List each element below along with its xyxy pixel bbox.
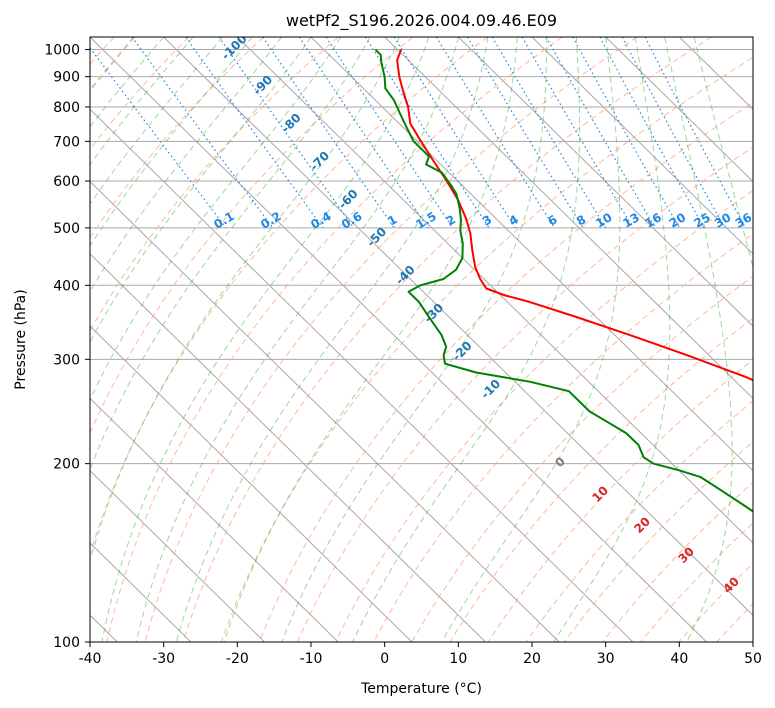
mixing-ratio-label: 36 bbox=[733, 210, 754, 230]
profile-series bbox=[374, 48, 753, 513]
isotherm-line bbox=[310, 37, 753, 472]
dry-adiabat-line bbox=[258, 102, 753, 642]
dry-adiabat-line bbox=[525, 400, 753, 642]
y-tick-label: 100 bbox=[53, 635, 80, 651]
x-tick-label: 30 bbox=[597, 651, 615, 667]
mixing-ratio-line bbox=[298, 37, 429, 229]
mixing-ratio-line bbox=[491, 37, 607, 229]
isotherm-line bbox=[90, 469, 265, 642]
mixing-ratio-line bbox=[435, 37, 556, 229]
moist-adiabat-line bbox=[441, 37, 621, 642]
moist-adiabat-line bbox=[101, 37, 430, 642]
chart-title: wetPf2_S196.2026.004.09.46.E09 bbox=[286, 11, 557, 31]
dewpoint-line bbox=[374, 48, 753, 513]
isotherm-line bbox=[605, 37, 753, 183]
mixing-ratio-line bbox=[325, 37, 454, 229]
isotherm-line bbox=[384, 37, 753, 400]
moist-adiabat-line bbox=[90, 37, 341, 402]
isotherm-line bbox=[531, 37, 753, 255]
isotherm-line bbox=[90, 253, 486, 642]
x-tick-label: -40 bbox=[79, 651, 102, 667]
dry-adiabat-line bbox=[90, 37, 488, 556]
isotherm-line bbox=[90, 397, 339, 642]
y-tick-label: 900 bbox=[53, 70, 80, 86]
isotherm-line bbox=[90, 325, 413, 642]
dry-adiabat-line bbox=[182, 37, 712, 642]
mixing-ratio-line bbox=[621, 37, 726, 229]
x-tick-label: 20 bbox=[523, 651, 541, 667]
moist-adiabat-line bbox=[90, 37, 223, 205]
mixing-ratio-line bbox=[262, 37, 395, 229]
moist-adiabat-line bbox=[90, 37, 194, 166]
y-axis-label: Pressure (hPa) bbox=[13, 289, 29, 389]
x-tick-label: 10 bbox=[449, 651, 467, 667]
mixing-ratio-line bbox=[521, 37, 634, 229]
mixing-ratio-line bbox=[393, 37, 517, 229]
moist-adiabat-line bbox=[553, 37, 671, 642]
dry-adiabat-line bbox=[411, 275, 753, 642]
y-tick-label: 700 bbox=[53, 134, 80, 150]
axes: -40 -30 -20 -10 0 10 20 30 40 50 100 200 300 400 500 60… bbox=[44, 43, 762, 667]
moist-adiabat-line bbox=[281, 37, 548, 642]
isotherm-line bbox=[90, 108, 634, 642]
dry-adiabat-line bbox=[220, 56, 753, 642]
moist-adiabat-line bbox=[90, 37, 135, 92]
dry-adiabat-line bbox=[640, 522, 753, 642]
y-tick-label: 800 bbox=[53, 100, 80, 116]
y-tick-label: 500 bbox=[53, 221, 80, 237]
x-axis-label: Temperature (°C) bbox=[360, 681, 482, 697]
y-tick-label: 300 bbox=[53, 352, 80, 368]
moist-adiabat-line bbox=[90, 37, 282, 293]
moist-adiabat-line bbox=[90, 37, 165, 128]
moist-adiabat-line bbox=[223, 37, 518, 642]
temperature-line bbox=[396, 49, 753, 382]
plot-frame bbox=[89, 36, 754, 643]
y-tick-label: 400 bbox=[53, 278, 80, 294]
x-tick-label: 0 bbox=[380, 651, 389, 667]
dry-adiabat-line bbox=[373, 233, 753, 642]
x-tick-label: -10 bbox=[300, 651, 323, 667]
x-tick-label: -30 bbox=[152, 651, 175, 667]
moist-adiabat-line bbox=[693, 37, 753, 270]
moist-adiabat-line bbox=[175, 37, 489, 642]
dry-adiabat-line bbox=[90, 37, 264, 239]
mixing-ratio-line bbox=[466, 37, 584, 229]
moist-adiabat-line bbox=[90, 37, 253, 248]
background-lines bbox=[90, 37, 753, 642]
dry-adiabat-line bbox=[144, 37, 638, 642]
moist-adiabat-line bbox=[352, 37, 580, 642]
mixing-ratio-line bbox=[90, 46, 227, 229]
x-tick-label: -20 bbox=[226, 651, 249, 667]
mixing-ratio-line bbox=[599, 37, 705, 229]
moist-adiabat-line bbox=[90, 37, 371, 471]
mixing-ratio-line bbox=[218, 37, 355, 229]
x-tick-label: 40 bbox=[670, 651, 688, 667]
moist-adiabat-line bbox=[90, 37, 400, 563]
isotherm-line bbox=[90, 37, 707, 642]
moist-adiabat-line bbox=[135, 37, 459, 642]
dry-adiabat-line bbox=[602, 481, 753, 642]
isotherm-line bbox=[90, 180, 560, 642]
moist-adiabat-line bbox=[664, 37, 733, 642]
y-tick-label: 1000 bbox=[44, 43, 80, 59]
mixing-ratio-line bbox=[185, 37, 324, 229]
y-tick-label: 600 bbox=[53, 174, 80, 190]
y-tick-label: 200 bbox=[53, 457, 80, 473]
dry-adiabat-line bbox=[487, 359, 753, 642]
dry-adiabat-line bbox=[335, 190, 753, 642]
x-tick-label: 50 bbox=[744, 651, 762, 667]
isotherm-line bbox=[163, 37, 753, 616]
isotherm-line bbox=[236, 37, 753, 544]
moist-adiabat-line bbox=[90, 37, 312, 344]
dry-adiabat-line bbox=[90, 37, 414, 435]
isotherm-line bbox=[457, 37, 753, 327]
dry-adiabat-line bbox=[106, 37, 563, 642]
